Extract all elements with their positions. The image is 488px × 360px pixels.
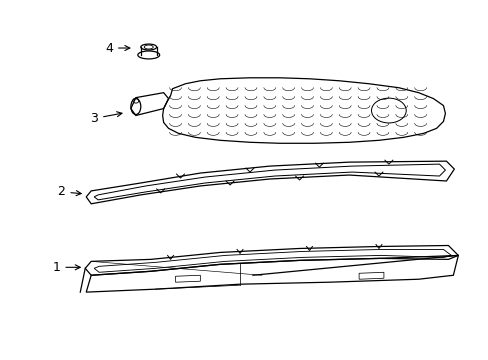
Text: 1: 1 [52, 261, 80, 274]
Text: 3: 3 [90, 112, 122, 125]
Text: 2: 2 [58, 185, 81, 198]
Text: 4: 4 [105, 41, 130, 54]
